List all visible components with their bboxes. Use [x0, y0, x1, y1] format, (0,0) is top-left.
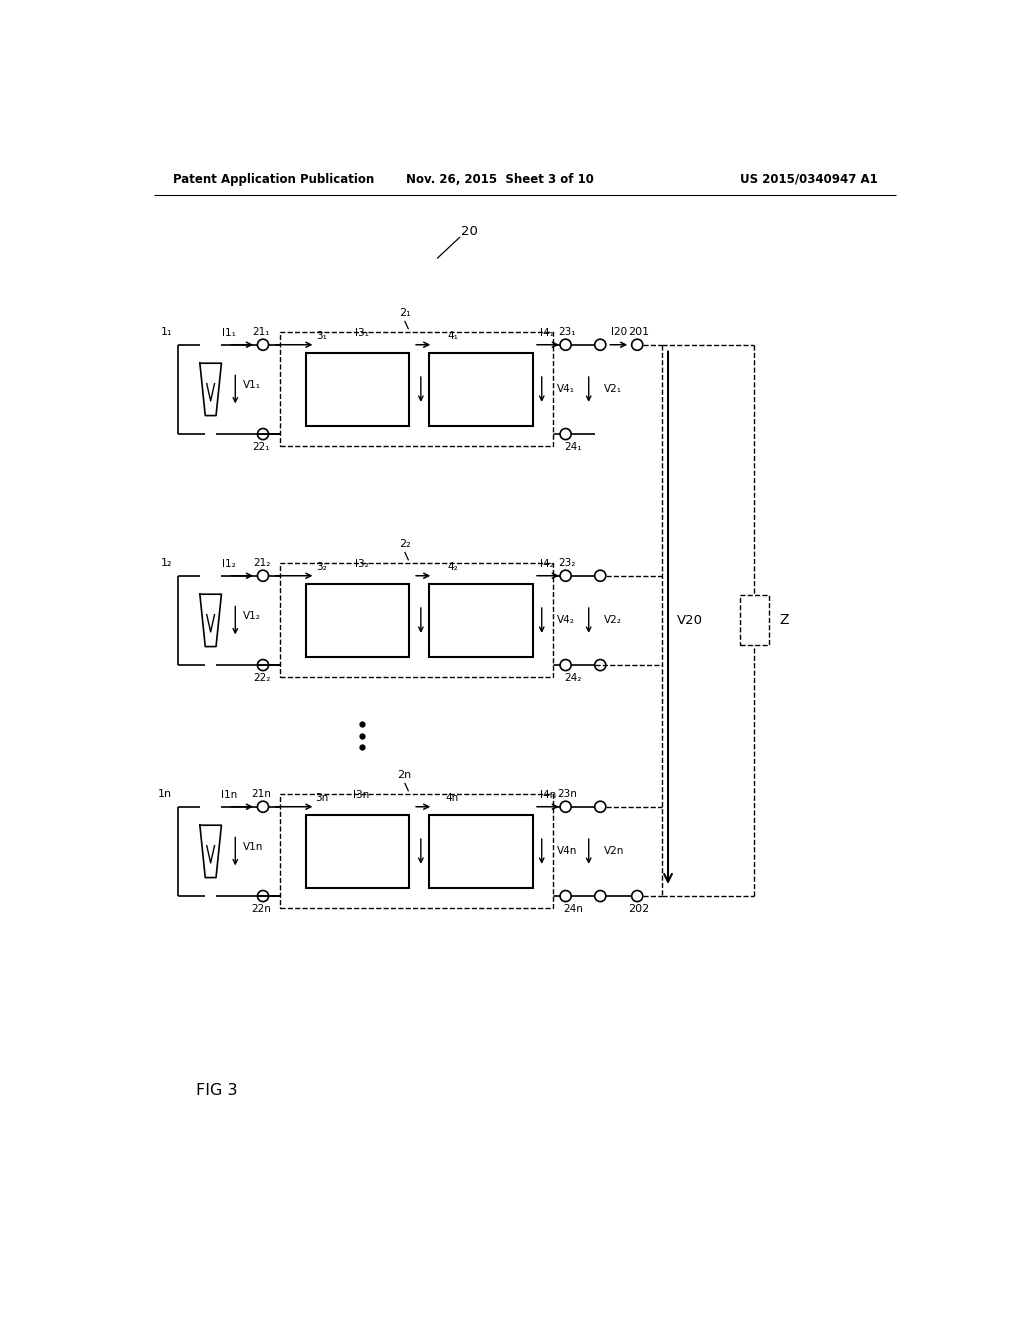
Text: SECOND: SECOND — [455, 601, 508, 612]
Text: I4₁: I4₁ — [541, 329, 554, 338]
Text: 22₁: 22₁ — [253, 442, 270, 453]
Text: 3₂: 3₂ — [316, 562, 327, 572]
Text: CONVER-: CONVER- — [453, 614, 510, 627]
Text: 201: 201 — [628, 326, 649, 337]
Text: V3₂: V3₂ — [436, 615, 454, 626]
Text: FIRST: FIRST — [340, 601, 376, 612]
Text: V2₁: V2₁ — [604, 384, 623, 395]
Text: CONVER-: CONVER- — [453, 383, 510, 396]
Text: I4n: I4n — [541, 791, 556, 800]
Text: I1₂: I1₂ — [222, 560, 236, 569]
Text: 1n: 1n — [158, 789, 172, 800]
Bar — [429, 583, 532, 657]
Bar — [306, 814, 410, 888]
Text: SECOND: SECOND — [455, 370, 508, 381]
Text: V1₂: V1₂ — [243, 611, 261, 620]
Text: FIRST: FIRST — [340, 370, 376, 381]
Text: I3₁: I3₁ — [354, 329, 369, 338]
Text: FIG 3: FIG 3 — [196, 1082, 238, 1098]
Text: Nov. 26, 2015  Sheet 3 of 10: Nov. 26, 2015 Sheet 3 of 10 — [407, 173, 594, 186]
Text: 4n: 4n — [445, 793, 459, 803]
Bar — [429, 814, 532, 888]
Bar — [429, 352, 532, 426]
Bar — [306, 352, 410, 426]
Text: FIRST: FIRST — [340, 832, 376, 843]
Text: V2n: V2n — [604, 846, 625, 857]
Text: 1₂: 1₂ — [161, 558, 172, 569]
Text: V20: V20 — [677, 614, 702, 627]
Text: TER: TER — [469, 628, 494, 640]
Text: 23₁: 23₁ — [558, 326, 575, 337]
Text: 23n: 23n — [557, 788, 578, 799]
Text: TER: TER — [469, 859, 494, 871]
Text: 21₂: 21₂ — [253, 557, 270, 568]
Bar — [280, 333, 553, 446]
Text: 21₁: 21₁ — [253, 326, 270, 337]
Text: Z: Z — [779, 614, 790, 627]
Text: I4₂: I4₂ — [541, 560, 554, 569]
Text: 2₂: 2₂ — [399, 539, 411, 549]
Text: 22₂: 22₂ — [253, 673, 270, 684]
Text: I3n: I3n — [353, 791, 370, 800]
Text: 21n: 21n — [252, 788, 271, 799]
Text: TER: TER — [345, 628, 370, 640]
Text: CONVER-: CONVER- — [329, 614, 386, 627]
Text: V4₂: V4₂ — [557, 615, 575, 626]
Text: TER: TER — [345, 397, 370, 409]
Bar — [739, 595, 769, 645]
Bar — [280, 564, 553, 677]
Text: I1n: I1n — [221, 791, 238, 800]
Text: Patent Application Publication: Patent Application Publication — [173, 173, 374, 186]
Text: CONVER-: CONVER- — [453, 845, 510, 858]
Text: 22n: 22n — [252, 904, 271, 915]
Text: SECOND: SECOND — [455, 832, 508, 843]
Text: 24n: 24n — [563, 904, 584, 915]
Text: 24₂: 24₂ — [564, 673, 582, 684]
Text: 202: 202 — [628, 904, 649, 915]
Text: 3₁: 3₁ — [316, 331, 327, 341]
Text: V3n: V3n — [436, 846, 457, 857]
Text: V4n: V4n — [557, 846, 578, 857]
Text: 23₂: 23₂ — [558, 557, 575, 568]
Text: 3n: 3n — [315, 793, 328, 803]
Text: V3₁: V3₁ — [436, 384, 455, 395]
Text: 4₁: 4₁ — [447, 331, 458, 341]
Text: 1₁: 1₁ — [161, 327, 172, 338]
Text: V2₂: V2₂ — [604, 615, 622, 626]
Bar — [280, 795, 553, 908]
Text: I1₁: I1₁ — [222, 329, 237, 338]
Text: CONVER-: CONVER- — [329, 845, 386, 858]
Text: V1n: V1n — [243, 842, 263, 851]
Text: I20: I20 — [610, 326, 627, 337]
Text: V4₁: V4₁ — [557, 384, 575, 395]
Text: 24₁: 24₁ — [564, 442, 582, 453]
Text: 20: 20 — [461, 224, 478, 238]
Text: I3₂: I3₂ — [354, 560, 369, 569]
Bar — [306, 583, 410, 657]
Text: US 2015/0340947 A1: US 2015/0340947 A1 — [739, 173, 878, 186]
Text: 2₁: 2₁ — [399, 308, 411, 318]
Text: 2n: 2n — [397, 770, 412, 780]
Text: V1₁: V1₁ — [243, 380, 261, 389]
Text: TER: TER — [345, 859, 370, 871]
Text: 4₂: 4₂ — [447, 562, 458, 572]
Text: CONVER-: CONVER- — [329, 383, 386, 396]
Text: TER: TER — [469, 397, 494, 409]
